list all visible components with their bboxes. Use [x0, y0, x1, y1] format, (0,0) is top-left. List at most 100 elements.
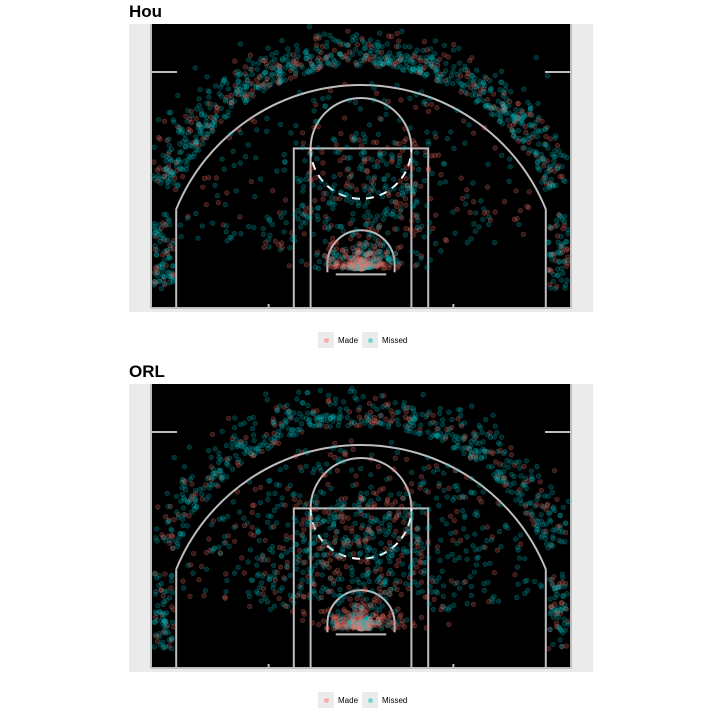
shot-missed: [441, 487, 447, 493]
shot-missed: [150, 173, 156, 179]
shot-missed: [537, 157, 543, 163]
shot-missed: [361, 581, 367, 587]
shot-made: [357, 256, 363, 262]
shot-made: [341, 619, 347, 626]
shot-made: [333, 621, 339, 627]
shot-made: [411, 232, 417, 238]
shot-made: [329, 249, 335, 255]
shot-missed: [157, 278, 163, 284]
shot-missed: [197, 128, 203, 134]
shot-missed: [213, 113, 219, 119]
shot-made: [367, 418, 373, 424]
shot-missed: [274, 168, 280, 174]
shot-made: [334, 622, 340, 628]
shot-missed: [521, 114, 527, 120]
shot-missed: [562, 539, 568, 545]
shot-missed: [371, 619, 377, 625]
shot-missed: [293, 431, 299, 437]
shot-made: [355, 614, 361, 620]
shot-missed: [480, 88, 487, 95]
shot-made: [313, 102, 319, 108]
shot-missed: [349, 262, 356, 268]
shot-missed: [167, 537, 173, 543]
shot-missed: [477, 482, 483, 488]
shot-missed: [371, 97, 377, 103]
shot-missed: [451, 483, 458, 489]
shot-made: [323, 561, 330, 567]
shot-made: [297, 464, 303, 470]
shot-made: [539, 118, 545, 124]
shot-missed: [502, 448, 508, 455]
shot-made: [208, 114, 214, 120]
shot-made: [231, 538, 238, 544]
shot-missed: [545, 267, 552, 274]
shot-made: [418, 579, 425, 585]
shot-missed: [304, 390, 310, 396]
shot-made: [452, 467, 458, 474]
shot-made: [277, 64, 283, 70]
shot-made: [418, 569, 424, 575]
shot-missed: [197, 486, 203, 492]
shot-missed: [169, 589, 176, 596]
shot-missed: [358, 57, 364, 63]
shot-made: [362, 620, 368, 626]
shot-missed: [559, 529, 565, 535]
shot-missed: [491, 105, 497, 111]
shot-missed: [412, 430, 418, 436]
shot-made: [188, 496, 194, 502]
shot-made: [201, 593, 207, 599]
shot-missed: [405, 185, 411, 191]
shot-missed: [291, 238, 298, 244]
shot-missed: [172, 538, 178, 544]
shot-made: [414, 540, 420, 546]
shot-made: [385, 401, 391, 407]
shot-missed: [395, 422, 401, 428]
shot-missed: [255, 590, 261, 597]
shot-missed: [510, 114, 516, 120]
shot-made: [415, 544, 421, 550]
shot-made: [385, 190, 391, 196]
shot-missed: [257, 442, 263, 448]
shot-missed: [151, 571, 157, 577]
shot-missed: [288, 414, 294, 420]
shot-missed: [306, 24, 312, 30]
shot-missed: [375, 163, 381, 170]
shot-missed: [427, 584, 433, 590]
shot-missed: [258, 56, 264, 62]
shot-missed: [293, 566, 299, 572]
shot-made: [328, 263, 334, 269]
shot-missed: [193, 106, 200, 112]
shot-missed: [154, 538, 160, 544]
shot-made: [315, 249, 321, 255]
shot-missed: [335, 149, 341, 155]
shot-missed: [166, 637, 172, 643]
shot-made: [565, 260, 571, 266]
shot-missed: [389, 546, 396, 552]
shot-missed: [253, 589, 260, 595]
shot-made: [167, 167, 173, 173]
shot-made: [385, 571, 392, 577]
shot-missed: [450, 209, 456, 215]
shot-made: [353, 615, 360, 621]
shot-missed: [528, 123, 534, 129]
shot-made: [355, 261, 361, 267]
shot-missed: [355, 264, 361, 270]
shot-made: [347, 621, 353, 628]
shot-made: [554, 142, 561, 149]
shot-made: [422, 58, 428, 64]
shot-made: [151, 159, 157, 165]
shot-made: [367, 621, 373, 627]
shot-missed: [498, 108, 504, 114]
shot-missed: [538, 151, 545, 157]
shot-missed: [356, 580, 362, 586]
shot-missed: [324, 44, 330, 50]
shot-missed: [414, 250, 420, 256]
shot-missed: [287, 245, 293, 251]
shot-made: [341, 54, 347, 60]
shot-missed: [341, 459, 347, 465]
shot-missed: [308, 568, 314, 574]
shot-missed: [180, 139, 186, 145]
shot-missed: [306, 69, 312, 75]
shot-missed: [255, 84, 262, 90]
shot-missed: [548, 285, 554, 291]
